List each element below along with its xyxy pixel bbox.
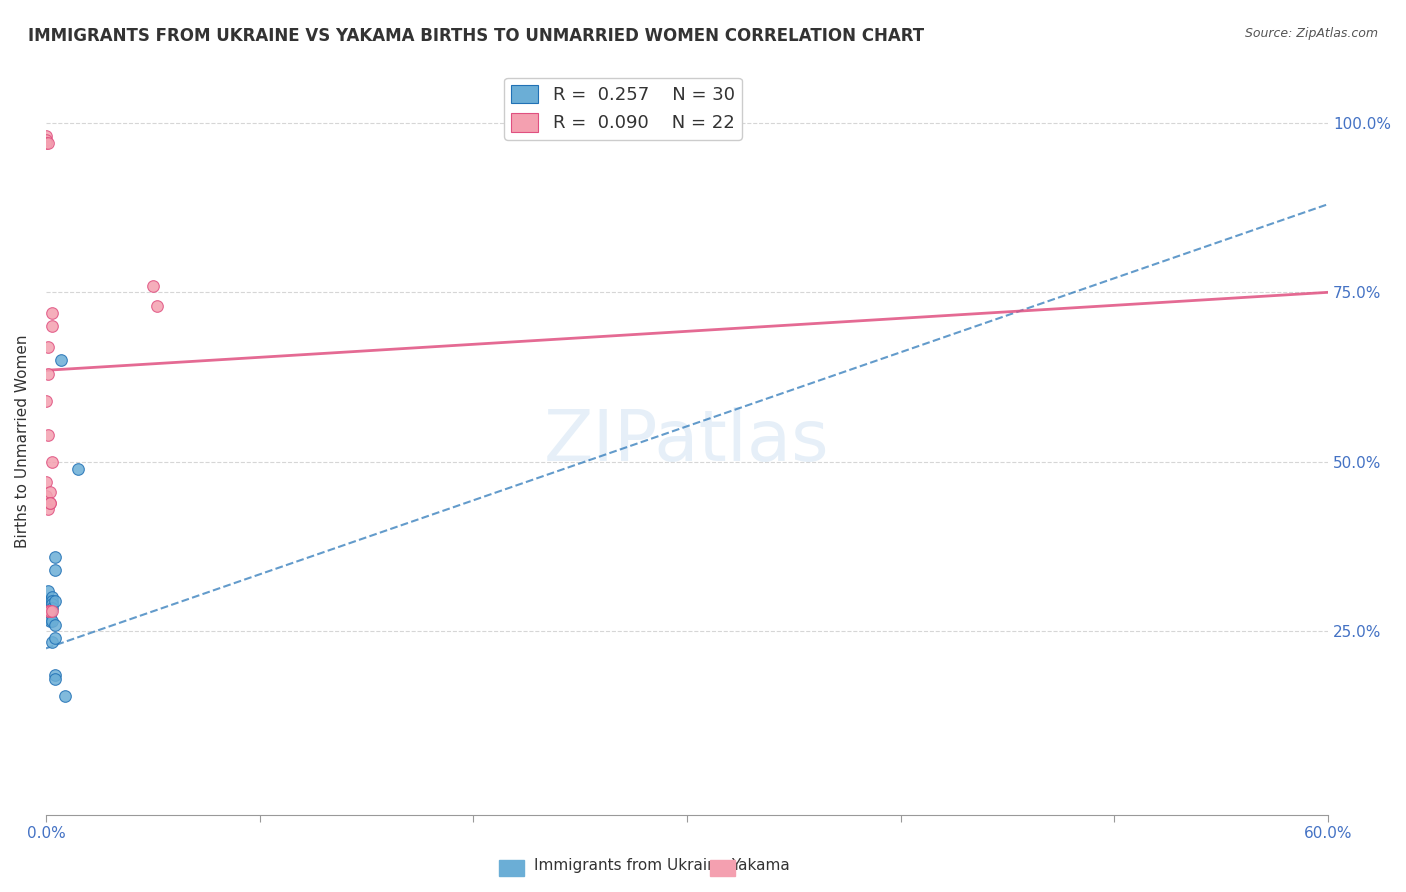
- Point: [37, 427, 59, 442]
- Point: [41, 600, 63, 615]
- Point: [39, 485, 62, 500]
- Point: [41, 319, 63, 334]
- Point: [35, 129, 58, 144]
- Point: [39, 611, 62, 625]
- Point: [41, 594, 63, 608]
- Point: [41, 591, 63, 605]
- Text: ZIPatlas: ZIPatlas: [544, 407, 830, 476]
- Point: [44, 594, 66, 608]
- Point: [41, 614, 63, 628]
- Point: [41, 604, 63, 618]
- Point: [37, 340, 59, 354]
- Point: [39, 495, 62, 509]
- Point: [37, 583, 59, 598]
- Point: [37, 136, 59, 150]
- Point: [39, 614, 62, 628]
- Point: [37, 611, 59, 625]
- Point: [44, 672, 66, 686]
- Point: [44, 549, 66, 564]
- Point: [39, 604, 62, 618]
- Point: [39, 600, 62, 615]
- Point: [39, 604, 62, 618]
- Y-axis label: Births to Unmarried Women: Births to Unmarried Women: [15, 334, 30, 549]
- Point: [49, 353, 72, 368]
- Point: [35, 475, 58, 490]
- Point: [41, 597, 63, 611]
- Point: [37, 611, 59, 625]
- Point: [41, 455, 63, 469]
- Point: [37, 502, 59, 516]
- Point: [44, 563, 66, 577]
- Point: [37, 600, 59, 615]
- Point: [37, 597, 59, 611]
- Point: [35, 489, 58, 503]
- Point: [53, 689, 76, 703]
- Point: [35, 136, 58, 150]
- Point: [44, 617, 66, 632]
- Text: Yakama: Yakama: [731, 858, 790, 872]
- Point: [35, 133, 58, 147]
- Point: [39, 594, 62, 608]
- Point: [35, 393, 58, 408]
- Point: [146, 299, 169, 313]
- Point: [39, 607, 62, 622]
- Legend: R =  0.257    N = 30, R =  0.090    N = 22: R = 0.257 N = 30, R = 0.090 N = 22: [503, 78, 742, 140]
- Point: [41, 306, 63, 320]
- Point: [66, 461, 89, 475]
- Point: [37, 367, 59, 381]
- Point: [41, 634, 63, 648]
- Point: [39, 495, 62, 509]
- Point: [37, 604, 59, 618]
- Point: [39, 607, 62, 622]
- Point: [35, 594, 58, 608]
- Point: [44, 668, 66, 682]
- Point: [35, 597, 58, 611]
- Text: Source: ZipAtlas.com: Source: ZipAtlas.com: [1244, 27, 1378, 40]
- Point: [44, 631, 66, 645]
- Text: Immigrants from Ukraine: Immigrants from Ukraine: [534, 858, 727, 872]
- Text: IMMIGRANTS FROM UKRAINE VS YAKAMA BIRTHS TO UNMARRIED WOMEN CORRELATION CHART: IMMIGRANTS FROM UKRAINE VS YAKAMA BIRTHS…: [28, 27, 924, 45]
- Point: [142, 278, 165, 293]
